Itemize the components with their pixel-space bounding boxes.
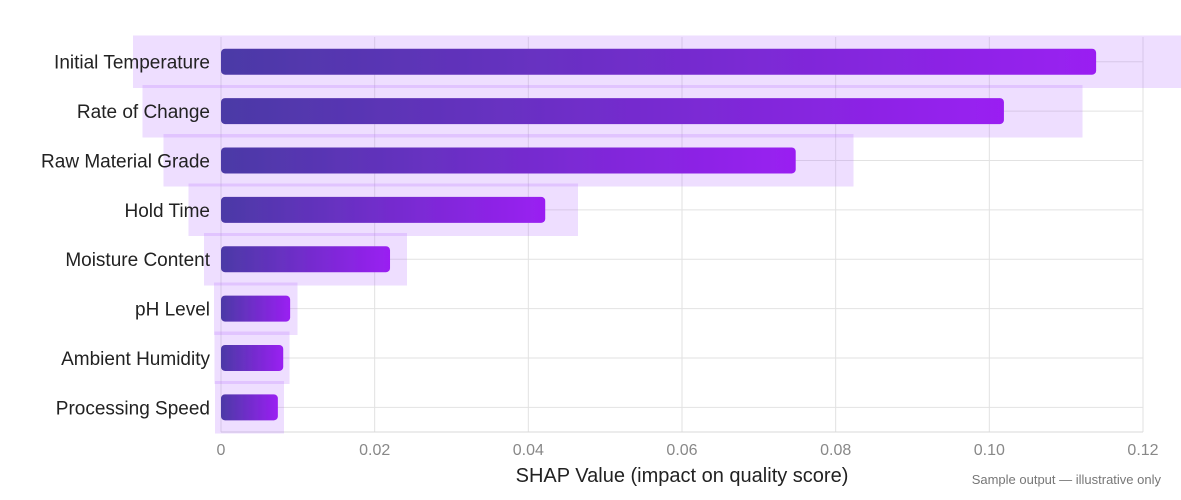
- bar: [221, 295, 291, 322]
- bar: [221, 147, 796, 174]
- x-axis-label: SHAP Value (impact on quality score): [516, 465, 849, 487]
- x-tick-label: 0.08: [820, 442, 851, 459]
- x-tick-label: 0.06: [666, 442, 697, 459]
- x-tick-label: 0.12: [1127, 442, 1158, 459]
- bar: [221, 48, 1097, 75]
- bar: [221, 246, 391, 273]
- category-label: pH Level: [135, 300, 210, 321]
- x-tick-label: 0: [217, 442, 226, 459]
- category-label: Rate of Change: [77, 102, 210, 123]
- category-label: Hold Time: [124, 201, 210, 222]
- x-tick-label: 0.04: [513, 442, 544, 459]
- x-tick-label: 0.02: [359, 442, 390, 459]
- category-label: Raw Material Grade: [41, 151, 210, 172]
- category-label: Ambient Humidity: [61, 349, 210, 370]
- category-label: Moisture Content: [65, 250, 210, 271]
- category-label: Initial Temperature: [54, 53, 210, 74]
- sample-note: Sample output — illustrative only: [971, 472, 1161, 487]
- bar: [221, 344, 284, 371]
- x-tick-label: 0.10: [974, 442, 1005, 459]
- category-label: Processing Speed: [56, 398, 210, 419]
- bar: [221, 98, 1004, 125]
- bar: [221, 196, 546, 223]
- bar: [221, 394, 278, 421]
